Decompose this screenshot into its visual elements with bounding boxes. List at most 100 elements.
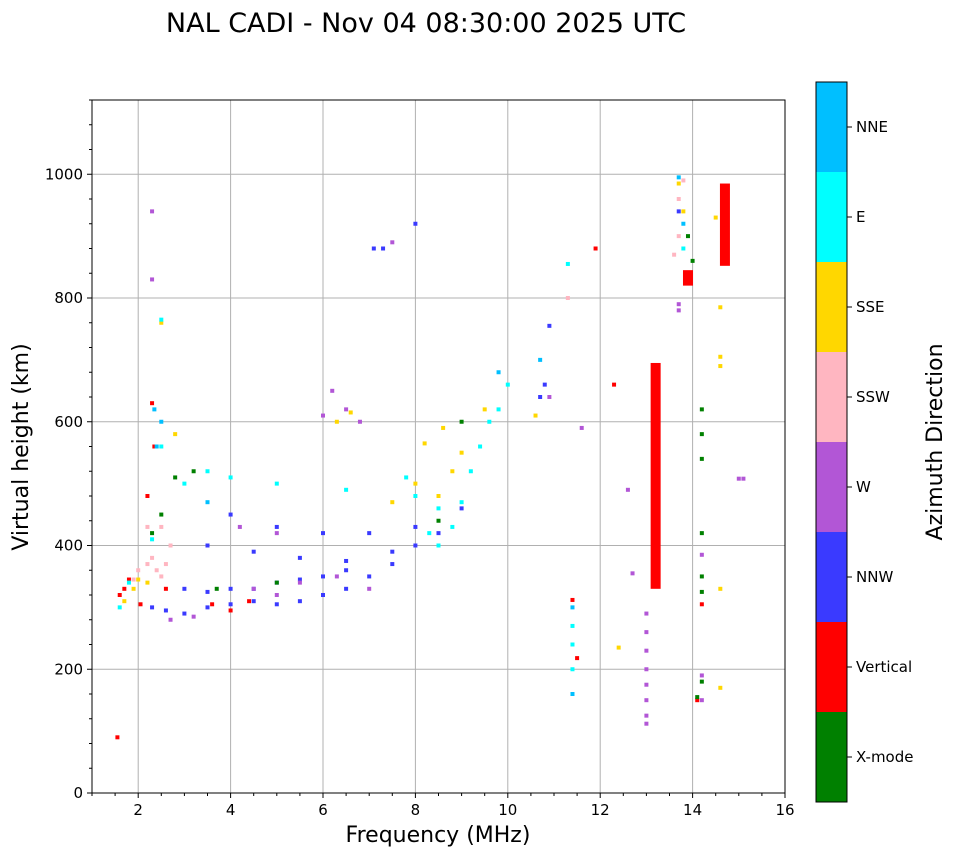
data-point — [450, 524, 455, 529]
data-point — [713, 215, 718, 220]
data-point — [159, 320, 164, 325]
data-point — [251, 599, 256, 604]
colorbar-segment — [816, 622, 847, 712]
data-bar — [719, 183, 730, 266]
data-point — [644, 682, 649, 687]
data-point — [159, 524, 164, 529]
data-point — [205, 605, 210, 610]
x-tick-label: 16 — [775, 801, 794, 819]
data-point — [436, 506, 441, 511]
data-point — [154, 568, 159, 573]
data-point — [718, 685, 723, 690]
data-point — [274, 524, 279, 529]
data-point — [145, 494, 150, 498]
data-point — [122, 599, 127, 604]
data-point — [131, 586, 136, 591]
data-point — [131, 577, 136, 582]
data-point — [672, 252, 677, 257]
data-point — [357, 419, 362, 424]
data-point — [547, 395, 552, 399]
data-point — [422, 441, 427, 446]
data-point — [344, 407, 349, 412]
data-point — [699, 552, 704, 557]
data-point — [699, 602, 704, 607]
data-point — [205, 500, 210, 505]
data-point — [274, 481, 279, 486]
data-point — [159, 317, 164, 322]
data-point — [413, 481, 418, 486]
data-point — [533, 413, 538, 418]
data-point — [436, 518, 441, 523]
data-point — [214, 586, 219, 591]
data-point — [570, 692, 575, 696]
data-point — [228, 586, 233, 591]
data-point — [676, 181, 681, 186]
colorbar-tick-label: SSE — [856, 298, 885, 316]
data-point — [736, 476, 741, 481]
data-point — [163, 562, 168, 567]
data-point — [205, 589, 210, 594]
data-point — [570, 642, 575, 647]
data-point — [699, 432, 704, 437]
series-e — [117, 246, 686, 672]
data-point — [344, 586, 349, 591]
data-point — [251, 586, 256, 591]
data-point — [413, 543, 418, 548]
data-point — [390, 549, 395, 554]
data-point — [676, 209, 681, 214]
colorbar-tick-label: W — [856, 478, 871, 496]
data-point — [699, 589, 704, 594]
data-point — [718, 364, 723, 369]
data-point — [159, 512, 164, 517]
data-point — [538, 357, 543, 362]
data-point — [152, 444, 157, 449]
data-point — [126, 580, 131, 585]
data-point — [630, 571, 635, 576]
data-point — [152, 407, 157, 412]
data-point — [228, 475, 233, 480]
data-point — [436, 531, 441, 536]
data-point — [496, 407, 501, 412]
data-point — [297, 577, 302, 582]
data-point — [565, 261, 570, 266]
x-axis-ticks: 2 4 6 8 10 12 14 16 — [91, 793, 795, 819]
plot-area: 2 4 6 8 10 12 14 16 0 200 400 600 800 1000 — [45, 99, 795, 819]
data-point — [718, 305, 723, 310]
data-point — [136, 568, 141, 573]
data-point — [367, 586, 372, 591]
series-ssw — [131, 178, 686, 582]
colorbar-segment — [816, 262, 847, 352]
data-point — [334, 419, 339, 424]
data-point — [699, 698, 704, 703]
data-point — [182, 611, 187, 616]
data-point — [676, 302, 681, 307]
plot-background — [92, 100, 785, 793]
data-point — [145, 562, 150, 567]
data-point — [344, 568, 349, 573]
data-point — [741, 476, 746, 481]
colorbar-segment — [816, 532, 847, 622]
data-point — [228, 608, 233, 613]
data-point — [297, 555, 302, 560]
data-point — [570, 597, 575, 602]
series-w — [150, 209, 746, 726]
data-point — [274, 580, 279, 585]
data-point — [274, 531, 279, 536]
data-point — [681, 178, 686, 183]
data-point — [644, 648, 649, 653]
data-point — [390, 240, 395, 245]
data-point — [699, 574, 704, 579]
y-axis-label: Virtual height (km) — [9, 343, 34, 550]
data-point — [625, 487, 630, 492]
data-point — [570, 623, 575, 628]
data-point — [699, 407, 704, 412]
data-point — [468, 469, 473, 474]
colorbar-tick-label: X-mode — [856, 748, 913, 766]
data-point — [136, 577, 141, 582]
data-point — [122, 586, 127, 591]
data-point — [413, 494, 418, 498]
data-point — [644, 667, 649, 672]
data-point — [690, 258, 695, 263]
data-point — [478, 444, 483, 449]
data-point — [547, 323, 552, 328]
